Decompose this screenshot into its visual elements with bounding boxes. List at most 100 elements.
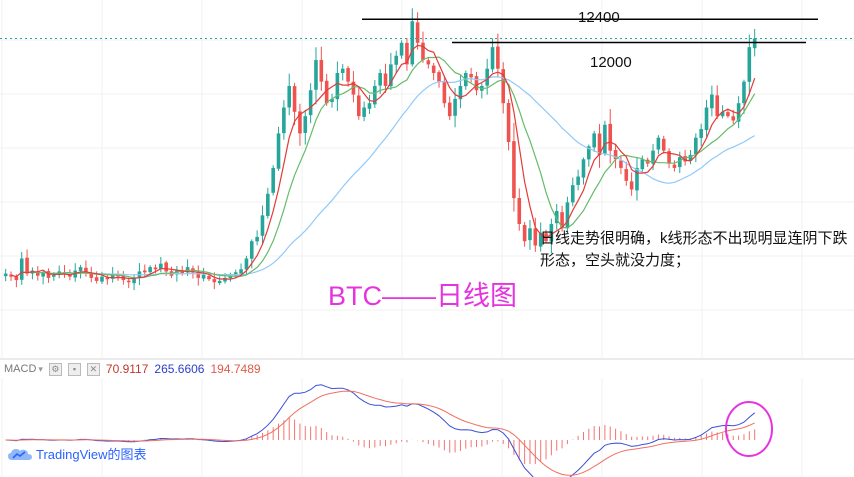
- candle: [656, 137, 661, 150]
- candle: [549, 223, 554, 242]
- candle: [710, 94, 714, 109]
- candle: [501, 69, 506, 104]
- candle: [100, 276, 104, 282]
- candle: [196, 271, 201, 278]
- candle: [233, 272, 238, 275]
- candle: [613, 150, 618, 160]
- candle: [410, 21, 415, 65]
- candle: [635, 167, 639, 191]
- macd-caret-icon[interactable]: ▾: [38, 363, 43, 374]
- candle: [340, 68, 345, 74]
- candle: [426, 60, 431, 65]
- candle: [126, 280, 131, 283]
- candle: [720, 111, 725, 117]
- macd-line: [5, 384, 756, 477]
- macd-legend: MACD ▾ ⚙ ▪ ✕ 70.9117 265.6606 194.7489: [4, 361, 261, 377]
- candle: [624, 169, 629, 181]
- candle: [3, 273, 8, 277]
- candle: [249, 241, 254, 259]
- candle: [512, 141, 516, 199]
- candle: [89, 272, 94, 278]
- candle: [314, 60, 318, 90]
- candle: [747, 47, 752, 82]
- candle: [640, 159, 645, 170]
- candle: [437, 72, 441, 82]
- candle: [324, 80, 329, 104]
- candle: [752, 38, 757, 49]
- candle: [244, 258, 249, 270]
- macd-signal-line: [5, 390, 755, 476]
- candle: [528, 228, 532, 241]
- macd-indicator-name[interactable]: MACD: [4, 363, 37, 375]
- candle: [506, 103, 511, 143]
- candle: [587, 146, 591, 160]
- candle: [228, 275, 233, 279]
- chart-title-annotation: BTC——日线图: [328, 281, 517, 311]
- ma-fast-line: [10, 44, 756, 280]
- candle: [378, 73, 382, 86]
- candle: [356, 95, 361, 117]
- candle: [619, 160, 623, 168]
- candle: [421, 42, 425, 61]
- macd-histogram-value: 70.9117: [105, 362, 149, 376]
- watermark-text: TradingView的图表: [36, 447, 147, 462]
- candle: [35, 271, 40, 276]
- candle: [597, 133, 602, 155]
- candle: [373, 85, 377, 105]
- candle: [485, 68, 489, 86]
- candle: [207, 276, 211, 280]
- candle: [110, 274, 115, 279]
- candle: [159, 263, 163, 269]
- candle: [442, 82, 447, 104]
- candle: [688, 154, 693, 161]
- candle: [683, 156, 687, 162]
- candle: [25, 257, 29, 274]
- candle: [383, 73, 388, 86]
- candle: [533, 228, 538, 246]
- candle: [346, 68, 350, 82]
- candle: [239, 269, 243, 274]
- candle: [570, 185, 575, 203]
- candle: [14, 276, 19, 281]
- candle: [736, 103, 741, 122]
- candle: [415, 22, 420, 43]
- candle: [581, 159, 586, 178]
- candle: [148, 267, 152, 273]
- candle: [41, 272, 45, 277]
- candle: [298, 111, 302, 134]
- settings-icon[interactable]: ⚙: [48, 362, 62, 376]
- candle: [362, 107, 366, 117]
- candle: [667, 151, 671, 164]
- level-label-12000: 12000: [590, 54, 632, 71]
- candle: [276, 133, 281, 169]
- candle: [565, 202, 570, 229]
- candle: [474, 76, 479, 91]
- format-icon[interactable]: ▪: [67, 362, 81, 376]
- candle: [19, 258, 24, 280]
- candle: [715, 95, 720, 117]
- candle: [260, 215, 265, 236]
- candle: [94, 277, 99, 281]
- candle: [335, 73, 340, 100]
- candle: [704, 107, 709, 131]
- candle: [490, 47, 495, 70]
- candle: [592, 133, 596, 148]
- candle: [255, 236, 259, 242]
- close-icon[interactable]: ✕: [86, 362, 100, 376]
- highlight-circle: [725, 401, 773, 457]
- candle: [367, 103, 372, 109]
- candle: [330, 98, 334, 102]
- candle: [164, 262, 168, 272]
- candle: [699, 129, 703, 138]
- candle: [212, 279, 217, 283]
- candle: [453, 98, 457, 116]
- candle: [217, 280, 222, 284]
- candle: [292, 86, 297, 112]
- candle: [287, 85, 292, 108]
- macd-signal-value: 194.7489: [210, 362, 261, 376]
- candle: [608, 123, 613, 151]
- candle: [405, 42, 409, 65]
- tradingview-watermark[interactable]: TradingView的图表: [8, 444, 147, 463]
- candle: [554, 211, 559, 224]
